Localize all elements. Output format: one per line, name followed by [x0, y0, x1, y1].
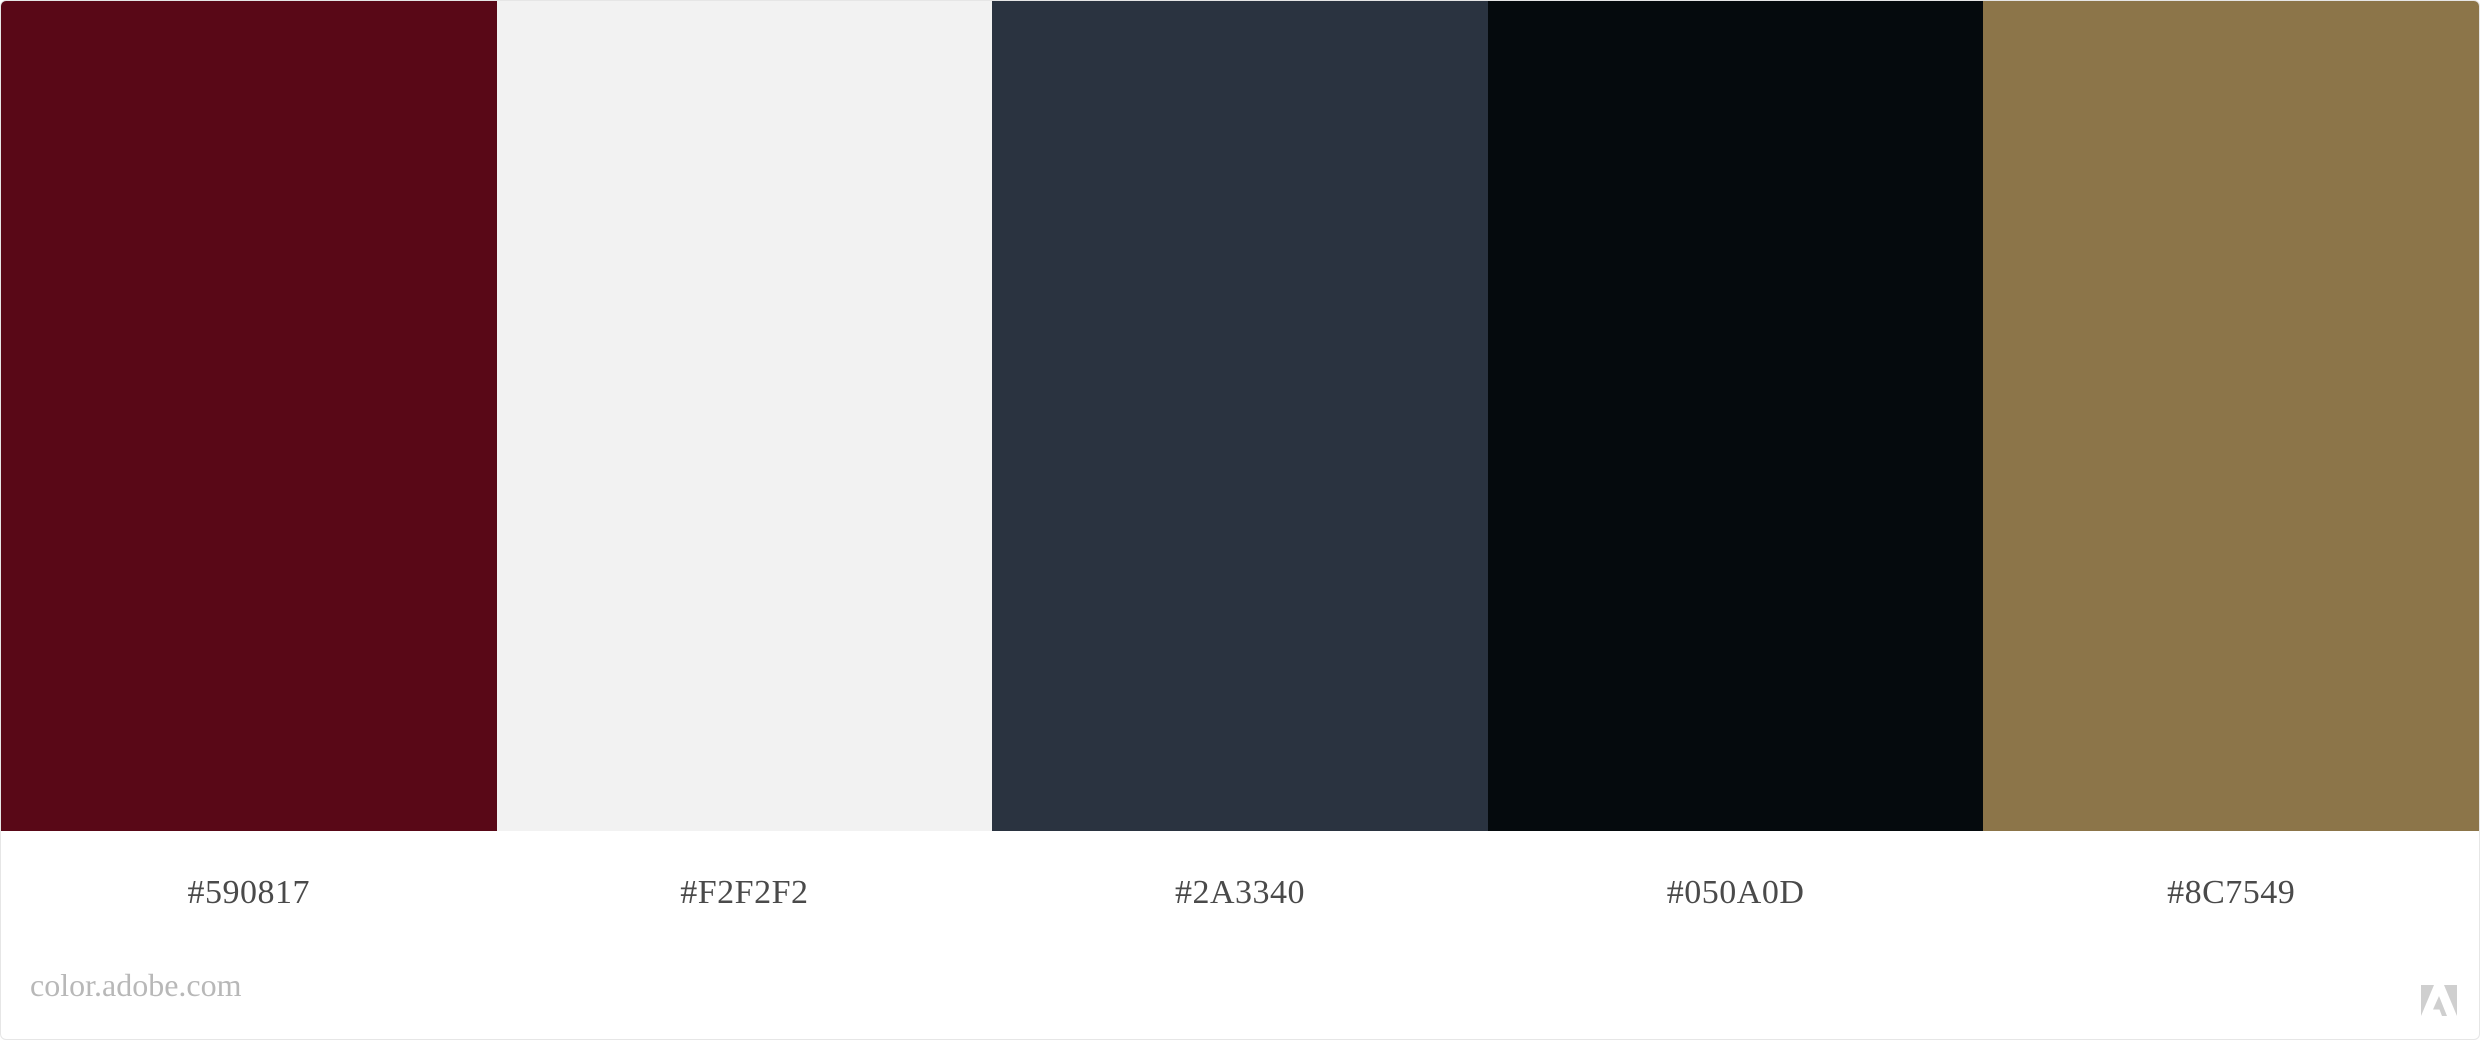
- hex-label-1: #590817: [187, 874, 311, 911]
- color-swatch-5[interactable]: [1983, 1, 2479, 831]
- adobe-logo-icon: [2421, 985, 2457, 1016]
- hex-label-row: #590817 #F2F2F2 #2A3340 #050A0D #8C7549: [1, 831, 2479, 957]
- hex-label-5: #8C7549: [2167, 874, 2296, 911]
- color-swatch-2[interactable]: [496, 1, 993, 831]
- hex-label-4: #050A0D: [1666, 874, 1805, 911]
- hex-label-3: #2A3340: [1174, 874, 1306, 911]
- color-swatch-4[interactable]: [1487, 1, 1984, 831]
- site-watermark: color.adobe.com: [30, 967, 242, 1003]
- color-swatch-1[interactable]: [1, 1, 497, 831]
- hex-label-2: #F2F2F2: [680, 874, 809, 911]
- color-swatch-3[interactable]: [992, 1, 1488, 831]
- swatch-row: [1, 1, 2479, 831]
